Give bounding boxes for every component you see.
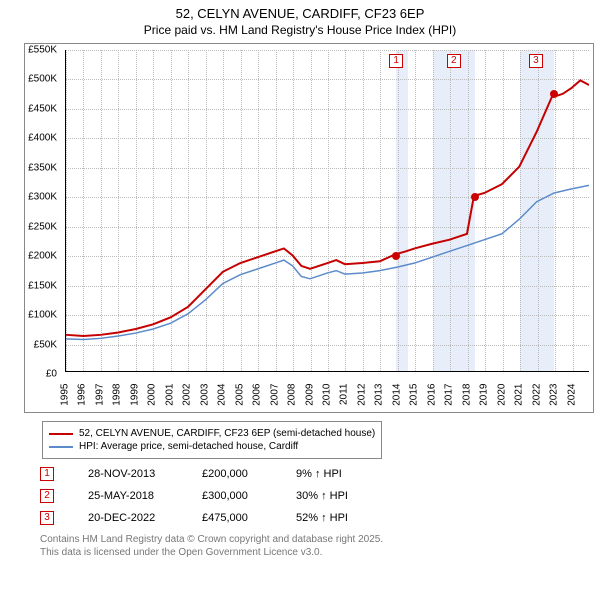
x-axis-label: 2006	[252, 384, 263, 414]
attribution: Contains HM Land Registry data © Crown c…	[40, 533, 596, 559]
x-axis-label: 1997	[94, 384, 105, 414]
event-date: 25-MAY-2018	[88, 490, 178, 502]
event-date: 28-NOV-2013	[88, 468, 178, 480]
events-table: 1 28-NOV-2013 £200,000 9% ↑ HPI 2 25-MAY-2018…	[40, 467, 596, 525]
x-axis-label: 1998	[112, 384, 123, 414]
x-axis-label: 2005	[234, 384, 245, 414]
event-price: £300,000	[202, 490, 272, 502]
legend-item: HPI: Average price, semi-detached house,…	[49, 441, 375, 452]
x-axis-label: 2015	[409, 384, 420, 414]
legend-swatch	[49, 446, 73, 448]
plot-region: 1 2 3	[65, 50, 589, 372]
x-axis-label: 2007	[269, 384, 280, 414]
x-axis-label: 2008	[287, 384, 298, 414]
series-price-paid	[66, 80, 589, 336]
event-pct: 52% ↑ HPI	[296, 512, 386, 524]
x-axis-label: 2017	[444, 384, 455, 414]
legend-item: 52, CELYN AVENUE, CARDIFF, CF23 6EP (sem…	[49, 428, 375, 439]
x-axis-label: 2022	[531, 384, 542, 414]
y-axis-label: £250K	[17, 221, 57, 232]
y-axis-label: £0	[17, 369, 57, 380]
x-axis-label: 2013	[374, 384, 385, 414]
event-date: 20-DEC-2022	[88, 512, 178, 524]
event-row: 2 25-MAY-2018 £300,000 30% ↑ HPI	[40, 489, 596, 503]
x-axis-label: 2011	[339, 384, 350, 414]
y-axis-label: £400K	[17, 133, 57, 144]
y-axis-label: £200K	[17, 251, 57, 262]
y-axis-label: £50K	[17, 339, 57, 350]
page-title: 52, CELYN AVENUE, CARDIFF, CF23 6EP	[4, 6, 596, 21]
y-axis-label: £100K	[17, 310, 57, 321]
x-axis-label: 2024	[566, 384, 577, 414]
event-row: 3 20-DEC-2022 £475,000 52% ↑ HPI	[40, 511, 596, 525]
event-row: 1 28-NOV-2013 £200,000 9% ↑ HPI	[40, 467, 596, 481]
x-axis-label: 2003	[199, 384, 210, 414]
event-dot	[550, 90, 558, 98]
event-marker: 3	[40, 511, 54, 525]
event-dot	[471, 193, 479, 201]
page-subtitle: Price paid vs. HM Land Registry's House …	[4, 23, 596, 37]
chart-container: 52, CELYN AVENUE, CARDIFF, CF23 6EP Pric…	[0, 0, 600, 590]
x-axis-label: 2018	[461, 384, 472, 414]
x-axis-label: 2000	[147, 384, 158, 414]
event-price: £200,000	[202, 468, 272, 480]
x-axis-label: 2002	[182, 384, 193, 414]
x-axis-label: 2010	[322, 384, 333, 414]
x-axis-label: 2012	[356, 384, 367, 414]
y-axis-label: £150K	[17, 280, 57, 291]
event-price: £475,000	[202, 512, 272, 524]
event-marker-2: 2	[447, 54, 461, 68]
legend-label: 52, CELYN AVENUE, CARDIFF, CF23 6EP (sem…	[79, 428, 375, 439]
x-axis-label: 2004	[217, 384, 228, 414]
x-axis-label: 2001	[164, 384, 175, 414]
x-axis-label: 2020	[496, 384, 507, 414]
x-axis-label: 2023	[549, 384, 560, 414]
chart-svg	[66, 50, 589, 371]
event-marker-3: 3	[529, 54, 543, 68]
attribution-line2: This data is licensed under the Open Gov…	[40, 546, 596, 559]
legend-swatch	[49, 433, 73, 435]
y-axis-label: £450K	[17, 103, 57, 114]
event-dot	[392, 252, 400, 260]
event-marker: 1	[40, 467, 54, 481]
x-axis-label: 1995	[60, 384, 71, 414]
legend-label: HPI: Average price, semi-detached house,…	[79, 441, 298, 452]
event-pct: 30% ↑ HPI	[296, 490, 386, 502]
attribution-line1: Contains HM Land Registry data © Crown c…	[40, 533, 596, 546]
x-axis-label: 2016	[426, 384, 437, 414]
x-axis-label: 2009	[304, 384, 315, 414]
x-axis-label: 1996	[77, 384, 88, 414]
x-axis-label: 1999	[129, 384, 140, 414]
event-marker-1: 1	[389, 54, 403, 68]
y-axis-label: £500K	[17, 74, 57, 85]
event-pct: 9% ↑ HPI	[296, 468, 386, 480]
x-axis-label: 2019	[479, 384, 490, 414]
x-axis-label: 2021	[514, 384, 525, 414]
legend: 52, CELYN AVENUE, CARDIFF, CF23 6EP (sem…	[42, 421, 382, 459]
event-marker: 2	[40, 489, 54, 503]
chart-area: 123 £0£50K£100K£150K£200K£250K£300K£350K…	[24, 43, 594, 413]
y-axis-label: £550K	[17, 45, 57, 56]
x-axis-label: 2014	[391, 384, 402, 414]
y-axis-label: £300K	[17, 192, 57, 203]
y-axis-label: £350K	[17, 162, 57, 173]
